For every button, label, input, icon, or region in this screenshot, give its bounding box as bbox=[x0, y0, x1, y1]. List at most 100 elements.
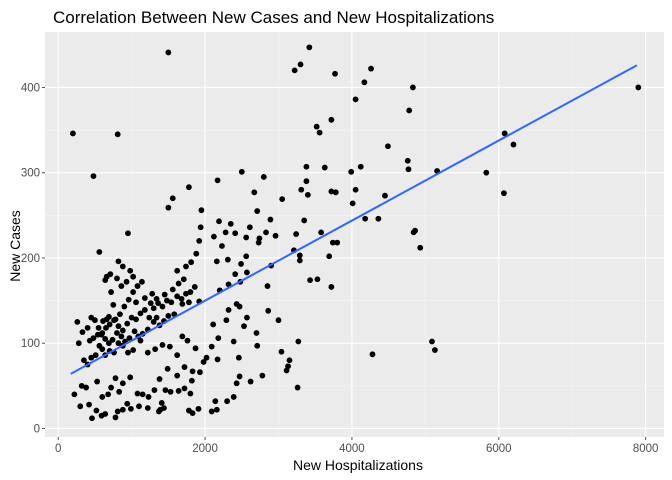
data-point bbox=[118, 283, 125, 289]
data-point bbox=[225, 307, 232, 313]
data-point bbox=[193, 250, 200, 257]
data-point bbox=[200, 359, 207, 365]
data-point bbox=[417, 244, 424, 251]
data-point bbox=[253, 330, 260, 336]
data-point bbox=[102, 277, 109, 284]
data-point bbox=[188, 377, 195, 384]
data-point bbox=[178, 295, 185, 302]
data-point bbox=[179, 333, 186, 340]
data-point bbox=[144, 349, 151, 356]
data-point bbox=[212, 398, 219, 405]
data-point bbox=[432, 347, 438, 353]
data-point bbox=[133, 316, 139, 323]
data-point bbox=[233, 380, 240, 387]
data-point bbox=[272, 232, 279, 239]
data-point bbox=[304, 191, 311, 198]
data-point bbox=[294, 384, 301, 391]
data-point bbox=[114, 408, 121, 415]
data-point bbox=[103, 324, 109, 331]
data-point bbox=[283, 367, 290, 374]
data-point bbox=[279, 196, 286, 203]
data-point bbox=[134, 283, 141, 289]
data-point bbox=[236, 303, 243, 310]
data-point bbox=[98, 331, 105, 338]
data-point bbox=[180, 276, 187, 283]
data-point bbox=[163, 297, 170, 304]
y-tick-label: 0 bbox=[34, 423, 40, 435]
data-point bbox=[188, 259, 195, 266]
data-point bbox=[329, 239, 336, 246]
data-point bbox=[296, 257, 303, 264]
data-point bbox=[98, 412, 105, 419]
data-point bbox=[174, 372, 181, 379]
data-point bbox=[86, 401, 92, 408]
data-point bbox=[223, 317, 230, 324]
data-point bbox=[125, 296, 132, 303]
data-point bbox=[197, 224, 204, 231]
data-point bbox=[222, 229, 229, 236]
data-point bbox=[174, 352, 181, 359]
data-point bbox=[156, 376, 163, 382]
y-axis-title: New Cases bbox=[7, 210, 23, 282]
data-point bbox=[153, 314, 160, 321]
data-point bbox=[105, 340, 112, 347]
data-point bbox=[295, 338, 302, 345]
data-point bbox=[119, 380, 126, 387]
data-point bbox=[369, 351, 376, 358]
data-point bbox=[303, 178, 310, 185]
data-point bbox=[210, 233, 217, 240]
data-point bbox=[208, 408, 215, 415]
data-point bbox=[362, 215, 369, 222]
data-point bbox=[150, 318, 157, 325]
data-point bbox=[186, 407, 192, 414]
data-point bbox=[213, 258, 220, 265]
data-point bbox=[483, 169, 490, 176]
data-point bbox=[328, 284, 335, 290]
data-point bbox=[117, 311, 123, 318]
data-point bbox=[243, 234, 250, 241]
data-point bbox=[70, 130, 76, 137]
data-point bbox=[96, 249, 103, 255]
data-point bbox=[105, 391, 112, 398]
data-point bbox=[227, 220, 234, 227]
data-point bbox=[197, 369, 203, 376]
data-point bbox=[168, 299, 175, 306]
data-point bbox=[256, 235, 263, 242]
data-point bbox=[146, 314, 153, 321]
data-point bbox=[224, 398, 231, 405]
data-point bbox=[127, 267, 134, 274]
data-point bbox=[123, 278, 130, 285]
data-point bbox=[361, 79, 368, 86]
data-point bbox=[89, 415, 95, 422]
data-point bbox=[334, 239, 341, 246]
data-point bbox=[139, 391, 146, 398]
data-point bbox=[119, 406, 126, 413]
data-point bbox=[112, 375, 119, 382]
x-tick-label: 4000 bbox=[339, 443, 365, 455]
data-point bbox=[382, 192, 388, 199]
data-point bbox=[93, 407, 100, 414]
data-point bbox=[316, 129, 323, 136]
data-point bbox=[635, 84, 642, 91]
data-point bbox=[79, 329, 86, 336]
data-point bbox=[267, 216, 274, 223]
data-point bbox=[158, 399, 165, 406]
data-point bbox=[219, 243, 225, 249]
data-point bbox=[183, 290, 189, 297]
data-point bbox=[318, 229, 324, 236]
data-point bbox=[75, 340, 82, 347]
data-point bbox=[260, 174, 267, 180]
data-point bbox=[137, 310, 144, 317]
data-point bbox=[251, 189, 258, 196]
data-point bbox=[224, 256, 231, 263]
data-point bbox=[124, 320, 131, 327]
data-point bbox=[159, 303, 166, 310]
data-point bbox=[81, 357, 87, 364]
data-point bbox=[235, 354, 242, 361]
data-point bbox=[186, 299, 192, 306]
y-axis: 0 100 200 300 400 bbox=[21, 82, 45, 435]
data-point bbox=[166, 343, 173, 350]
data-point bbox=[332, 70, 338, 77]
data-point bbox=[126, 335, 133, 341]
